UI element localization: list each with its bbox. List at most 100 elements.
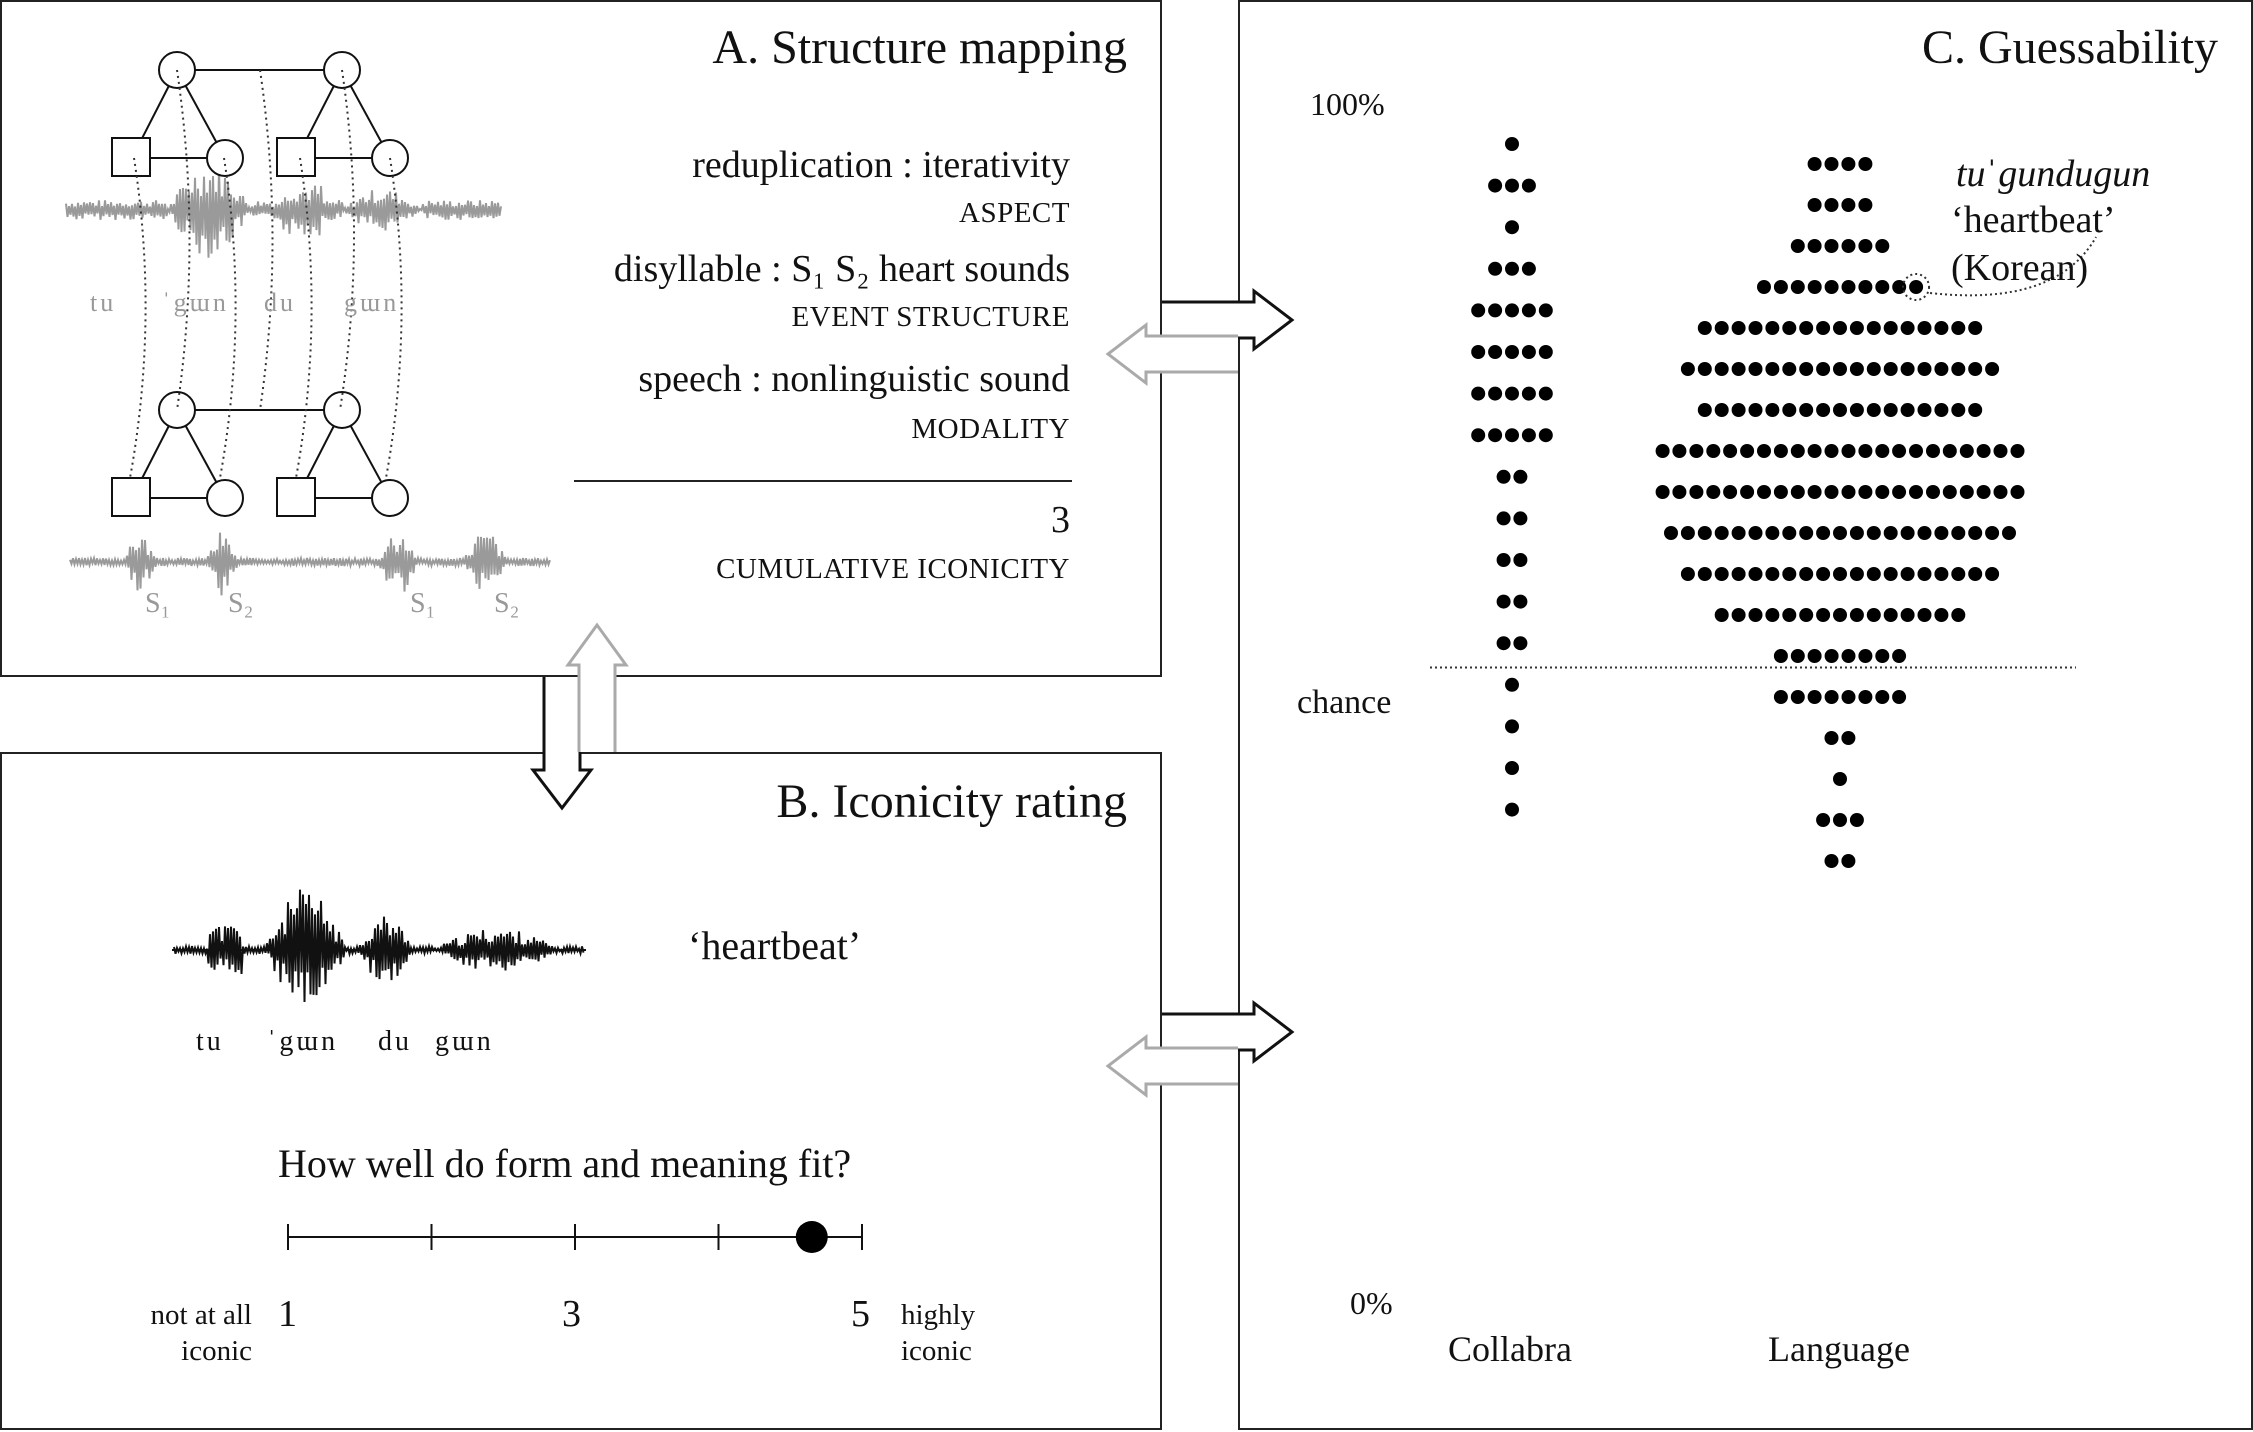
guess-dot-language: [1976, 485, 1991, 499]
guess-dot-language: [1883, 608, 1898, 622]
guess-dot-language: [1968, 362, 1983, 376]
guess-dot-language: [1900, 362, 1915, 376]
guess-dot-language: [1807, 444, 1822, 458]
guess-dot-language: [1706, 444, 1721, 458]
syllable-node: [371, 479, 409, 517]
column-label-language: Language: [1768, 1329, 1910, 1369]
scale-left-label: not at all iconic: [150, 1299, 252, 1367]
arrow-left-c-to-b: [1105, 1033, 1238, 1099]
guess-dot-language: [1689, 444, 1704, 458]
mapping-category: ASPECT: [959, 197, 1070, 229]
guess-dot-language: [1993, 485, 2008, 499]
guess-dot-language: [1926, 444, 1940, 458]
guess-dot-language: [1917, 321, 1932, 335]
panel-structure-mapping: A. Structure mapping tu ˈgɯn du gɯn S₁ S…: [0, 0, 1162, 677]
guess-dot-language: [1799, 526, 1814, 540]
arrow-down-a-to-b: [529, 677, 595, 811]
guess-dot-collabra: [1505, 261, 1519, 276]
guess-dot-language: [1959, 444, 1974, 458]
syllable-node: [206, 479, 244, 517]
guess-dot-language: [1900, 526, 1915, 540]
scale-tick-label: 5: [851, 1293, 870, 1335]
guess-dot-language: [1866, 567, 1881, 581]
guess-dot-language: [1697, 567, 1712, 581]
guess-dot-language: [1816, 567, 1831, 581]
guess-dot-language: [1858, 280, 1873, 294]
guess-dot-language: [1757, 280, 1771, 294]
guess-dot-language: [1841, 198, 1856, 212]
guess-dot-language: [1841, 690, 1856, 704]
guess-dot-language: [1799, 403, 1814, 417]
guess-dot-collabra: [1521, 261, 1536, 276]
guess-dot-language: [1934, 321, 1949, 335]
guess-dot-language: [1875, 485, 1890, 499]
mapping-category: MODALITY: [911, 413, 1070, 445]
guess-dot-language: [1799, 567, 1814, 581]
guess-dot-language: [1731, 526, 1746, 540]
panel-c-title: C. Guessability: [1922, 21, 2218, 74]
guess-dot-language: [1790, 649, 1805, 663]
arrow-up-b-to-a: [565, 622, 629, 752]
syllable: ˈgɯn: [267, 1026, 339, 1057]
guess-dot-collabra: [1513, 511, 1528, 526]
guess-dot-language: [1985, 526, 2000, 540]
guess-dot-language: [1934, 362, 1949, 376]
cumulative-label: CUMULATIVE ICONICITY: [716, 553, 1070, 585]
guess-dot-collabra: [1505, 719, 1519, 734]
guess-dot-language: [1790, 690, 1805, 704]
guess-dot-language: [1841, 854, 1856, 868]
guess-dot-language: [1714, 362, 1729, 376]
guess-dot-language: [1731, 321, 1746, 335]
rating-scale[interactable]: [2, 754, 902, 1354]
guess-dot-collabra: [1538, 345, 1553, 359]
guess-dot-collabra: [1505, 428, 1519, 443]
guess-dot-collabra: [1505, 761, 1519, 775]
guess-dot-language: [1816, 526, 1831, 540]
guess-dot-language: [1858, 157, 1873, 171]
guess-dot-language: [1866, 321, 1881, 335]
foot-node: [323, 391, 361, 429]
guess-dot-language: [1849, 362, 1864, 376]
guess-dot-language: [1765, 526, 1780, 540]
onset-node: [276, 477, 316, 517]
wave-syllable: ˈgɯn: [162, 288, 229, 317]
panel-b-title: B. Iconicity rating: [776, 775, 1127, 828]
guess-dot-language: [2010, 444, 2025, 458]
guess-dot-language: [1833, 567, 1847, 581]
rating-selection-dot[interactable]: [795, 1221, 828, 1253]
guess-dot-language: [1790, 280, 1805, 294]
guess-dot-language: [1942, 444, 1957, 458]
guess-dot-language: [1824, 649, 1839, 663]
guess-dot-language: [1807, 690, 1822, 704]
guess-dot-language: [1680, 362, 1695, 376]
waveform-heartbeat: [172, 889, 586, 1003]
guess-dot-language: [1748, 567, 1763, 581]
chance-label: chance: [1297, 684, 1392, 721]
guess-dot-language: [1833, 526, 1847, 540]
guess-dot-collabra: [1496, 636, 1511, 651]
guess-dot-language: [1833, 403, 1847, 417]
guess-dot-language: [1748, 362, 1763, 376]
guess-dot-collabra: [1488, 261, 1503, 276]
scale-tick-label: 1: [278, 1293, 297, 1335]
guess-dot-collabra: [1488, 428, 1503, 443]
guess-dot-language: [1917, 567, 1932, 581]
guess-dot-language: [1841, 485, 1856, 499]
guess-dot-language: [1765, 608, 1780, 622]
guess-dot-language: [1841, 731, 1856, 745]
guess-dot-language: [1858, 239, 1873, 253]
guess-dot-language: [1849, 526, 1864, 540]
guess-dot-language: [1773, 485, 1788, 499]
guess-dot-language: [1892, 690, 1907, 704]
guess-dot-collabra: [1496, 553, 1511, 567]
heart-sound-label: S₂: [494, 588, 520, 619]
mapping-pair: disyllable : S₁ S₂ heart sounds: [613, 248, 1070, 290]
guess-dot-language: [1892, 444, 1907, 458]
guess-dot-language: [2010, 485, 2025, 499]
guess-dot-language: [1858, 649, 1873, 663]
guess-dot-language: [1782, 362, 1797, 376]
guess-dot-language: [1714, 526, 1729, 540]
guess-dot-collabra: [1505, 178, 1519, 193]
guess-dot-language: [1951, 608, 1966, 622]
